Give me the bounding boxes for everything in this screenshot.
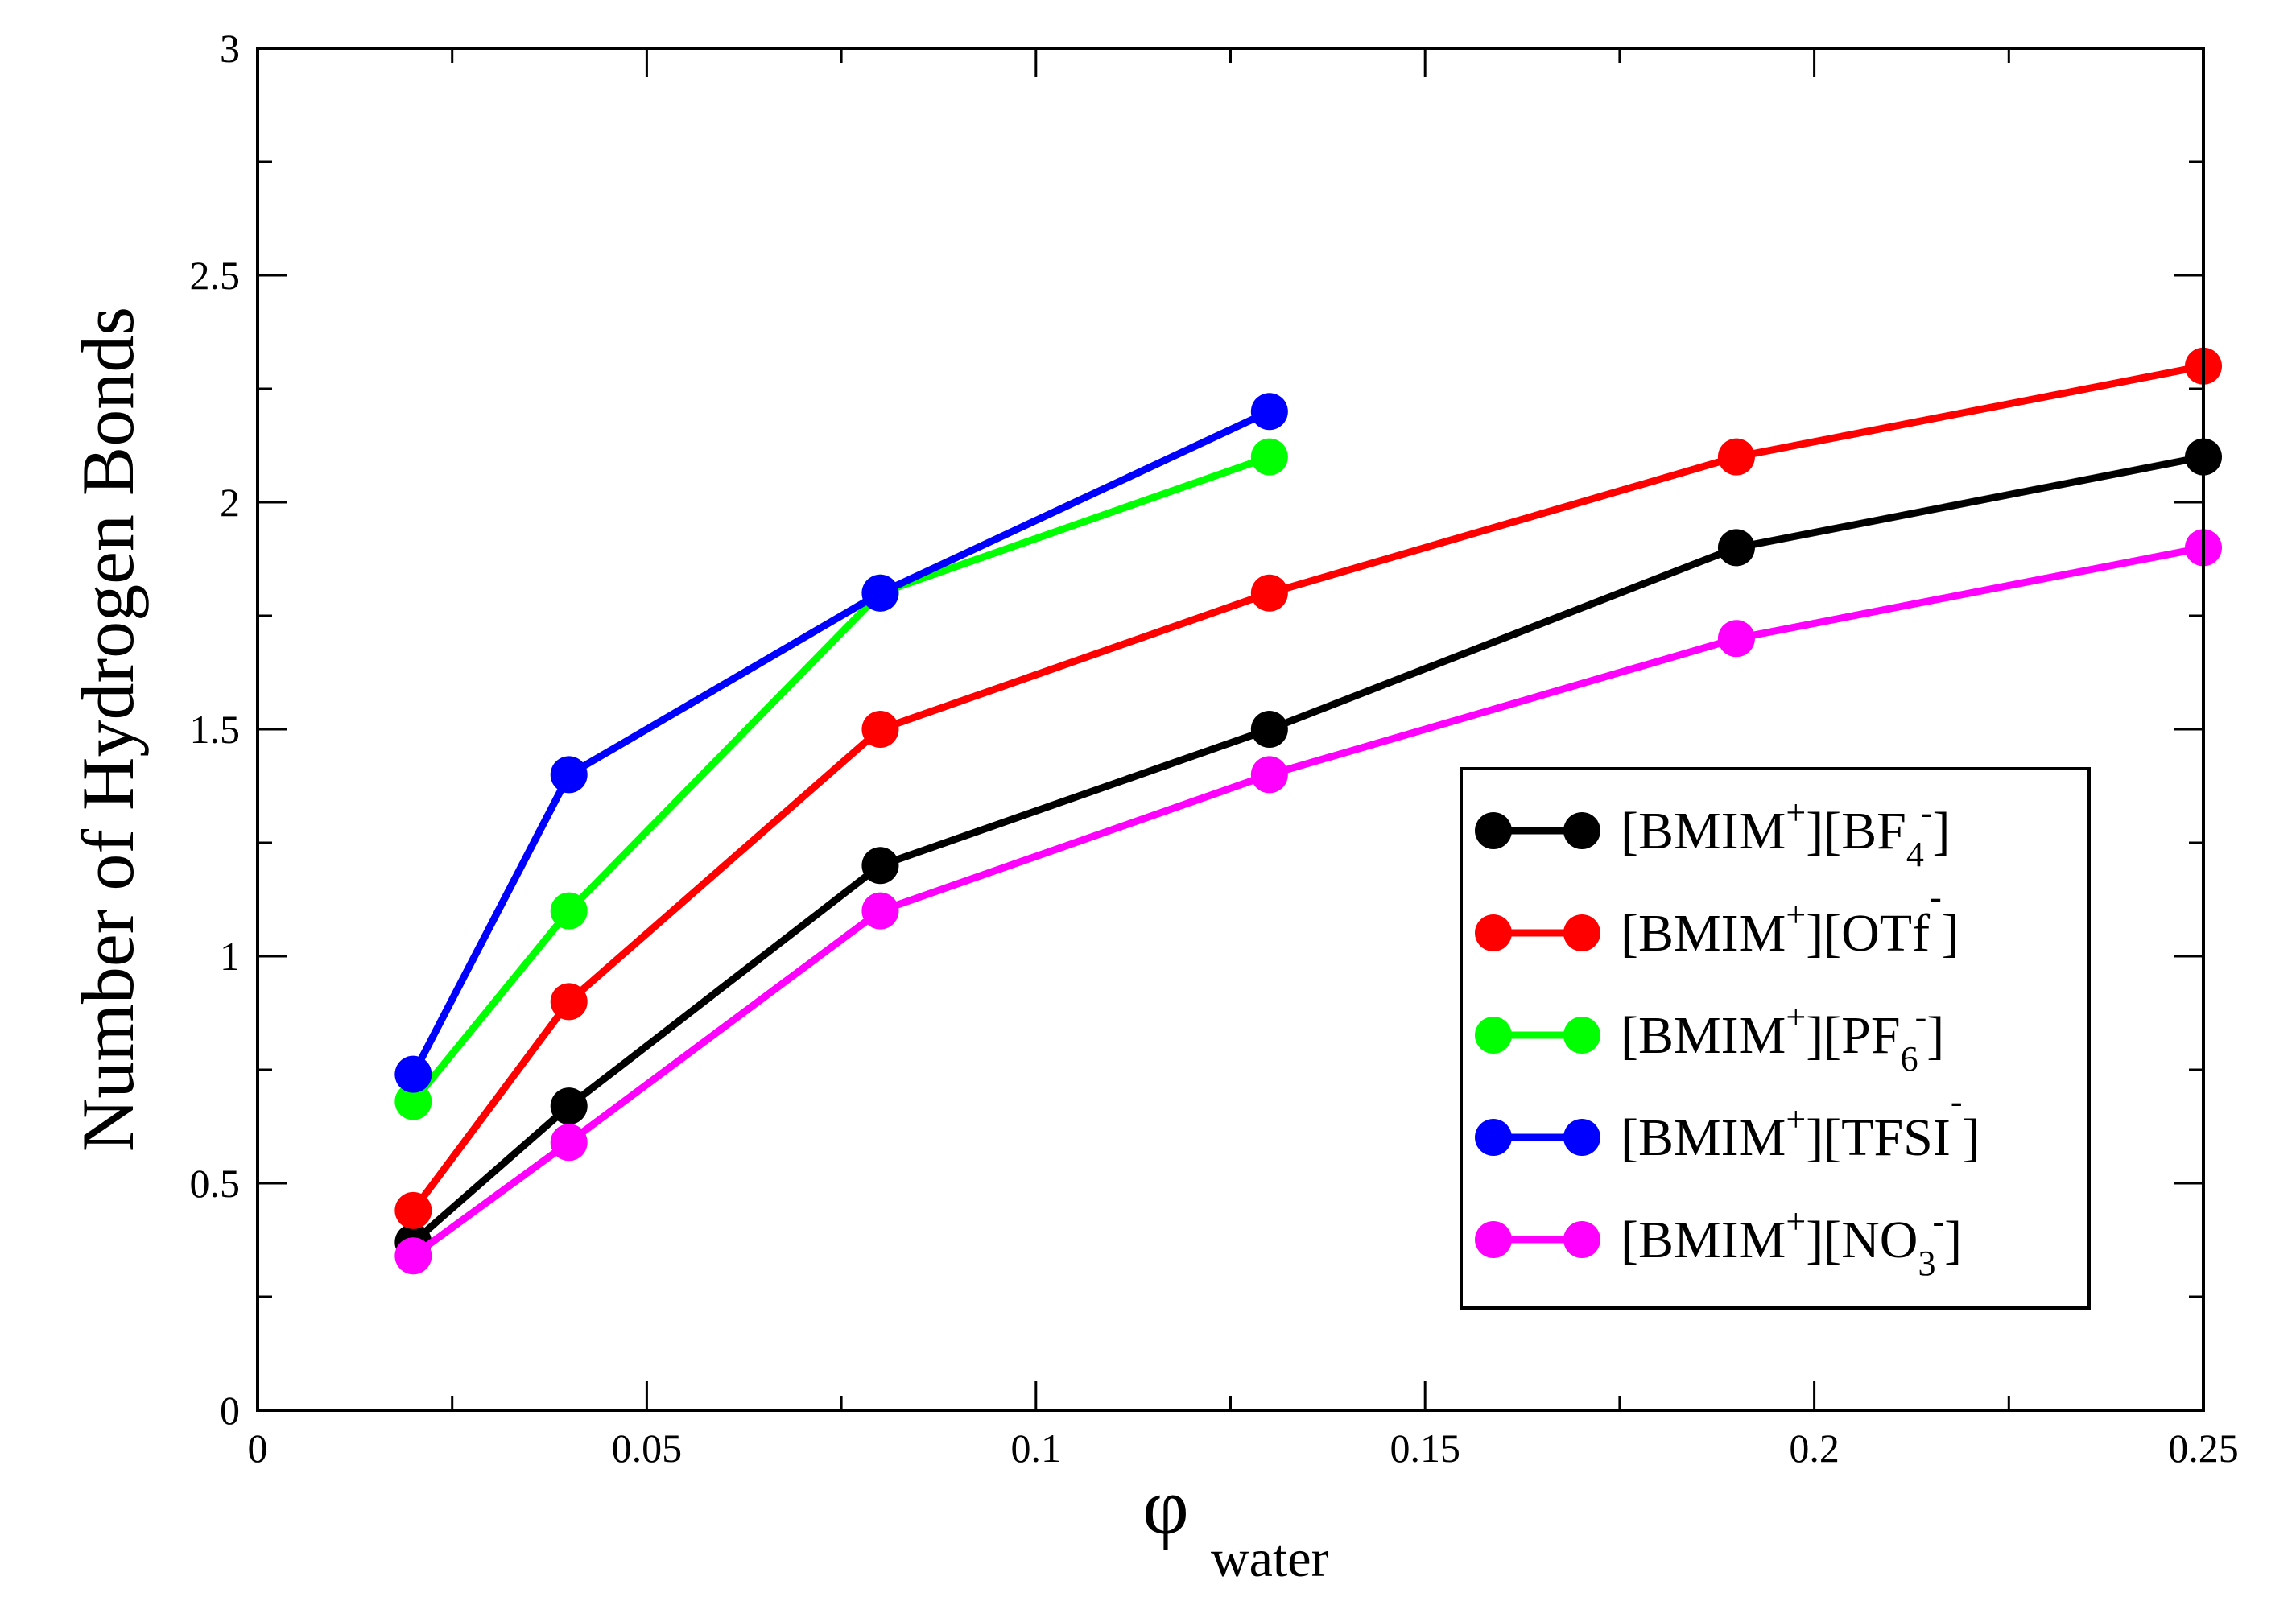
data-point xyxy=(394,1191,432,1229)
series xyxy=(394,393,1288,1093)
legend-label: [BMIM+][NO3-] xyxy=(1621,1202,1962,1283)
legend-marker xyxy=(1563,812,1600,849)
legend-entry: [BMIM+][PF6-] xyxy=(1475,997,1944,1079)
series-line xyxy=(410,453,1271,1104)
data-point xyxy=(550,983,588,1021)
y-tick-label: 0.5 xyxy=(190,1161,241,1206)
legend-entry: [BMIM+][NO3-] xyxy=(1475,1202,1962,1283)
legend-marker xyxy=(1475,1119,1512,1156)
x-tick-label: 0.25 xyxy=(2168,1426,2239,1471)
y-tick-label: 3 xyxy=(220,26,240,71)
tick-labels: 0 0.05 0.1 0.15 0.2 0.25 0 0.5 1 1.5 2 2.5 3 xyxy=(190,26,2239,1471)
data-point xyxy=(1717,438,1755,476)
series xyxy=(394,347,2222,1229)
series-line xyxy=(411,453,2204,1245)
legend: [BMIM+][BF4-][BMIM+][OTf-][BMIM+][PF6-][… xyxy=(1460,767,2091,1310)
legend-entry: [BMIM+][OTf-] xyxy=(1475,877,1959,963)
y-axis-title: Number of Hydrogen Bonds xyxy=(67,307,149,1152)
legend-marker xyxy=(1475,914,1512,951)
data-point xyxy=(1717,620,1755,658)
data-point xyxy=(550,756,588,794)
series xyxy=(394,529,2222,1275)
data-point xyxy=(550,892,588,930)
series-line xyxy=(411,543,2204,1259)
y-tick-label: 2.5 xyxy=(190,253,241,298)
legend-label: [BMIM+][OTf-] xyxy=(1621,877,1959,963)
data-point xyxy=(1250,393,1288,431)
x-axis-title: φ water xyxy=(1142,1462,1328,1588)
data-point xyxy=(861,711,899,748)
series-line xyxy=(410,362,2204,1213)
data-point xyxy=(1250,711,1288,748)
legend-marker xyxy=(1475,812,1512,849)
x-tick-label: 0.2 xyxy=(1789,1426,1840,1471)
plot-frame xyxy=(256,47,2205,1412)
x-tick-label: 0.05 xyxy=(612,1426,683,1471)
legend-label: [BMIM+][BF4-] xyxy=(1621,793,1951,874)
x-tick-label: 0.15 xyxy=(1390,1426,1460,1471)
data-point xyxy=(1250,438,1288,476)
y-tick-label: 1.5 xyxy=(190,707,241,752)
x-axis-title-subscript: water xyxy=(1211,1529,1329,1588)
legend-marker xyxy=(1475,1221,1512,1258)
x-tick-label: 0 xyxy=(248,1426,268,1471)
series-layer xyxy=(394,347,2222,1275)
data-point xyxy=(861,892,899,930)
legend-label: [BMIM+][PF6-] xyxy=(1621,997,1944,1079)
y-tick-label: 1 xyxy=(220,934,240,979)
data-point xyxy=(394,1055,432,1093)
x-tick-label: 0.1 xyxy=(1011,1426,1062,1471)
y-tick-label: 2 xyxy=(220,480,240,525)
legend-label: [BMIM+][TFSI-] xyxy=(1621,1082,1980,1167)
legend-entry: [BMIM+][TFSI-] xyxy=(1475,1082,1980,1167)
legend-marker xyxy=(1563,914,1600,951)
legend-marker xyxy=(1563,1119,1600,1156)
legend-marker xyxy=(1475,1017,1512,1054)
data-point xyxy=(1250,574,1288,612)
y-tick-label: 0 xyxy=(220,1388,240,1433)
data-point xyxy=(550,1124,588,1162)
data-point xyxy=(861,574,899,612)
legend-marker xyxy=(1563,1221,1600,1258)
data-point xyxy=(861,847,899,885)
data-point xyxy=(394,1237,432,1275)
legend-marker xyxy=(1563,1017,1600,1054)
data-point xyxy=(394,1083,432,1120)
x-axis-title-symbol: φ xyxy=(1142,1462,1189,1551)
data-point xyxy=(1250,756,1288,794)
data-point xyxy=(550,1087,588,1125)
legend-entry: [BMIM+][BF4-] xyxy=(1475,793,1951,874)
data-point xyxy=(1717,529,1755,567)
series-line xyxy=(410,408,1271,1076)
